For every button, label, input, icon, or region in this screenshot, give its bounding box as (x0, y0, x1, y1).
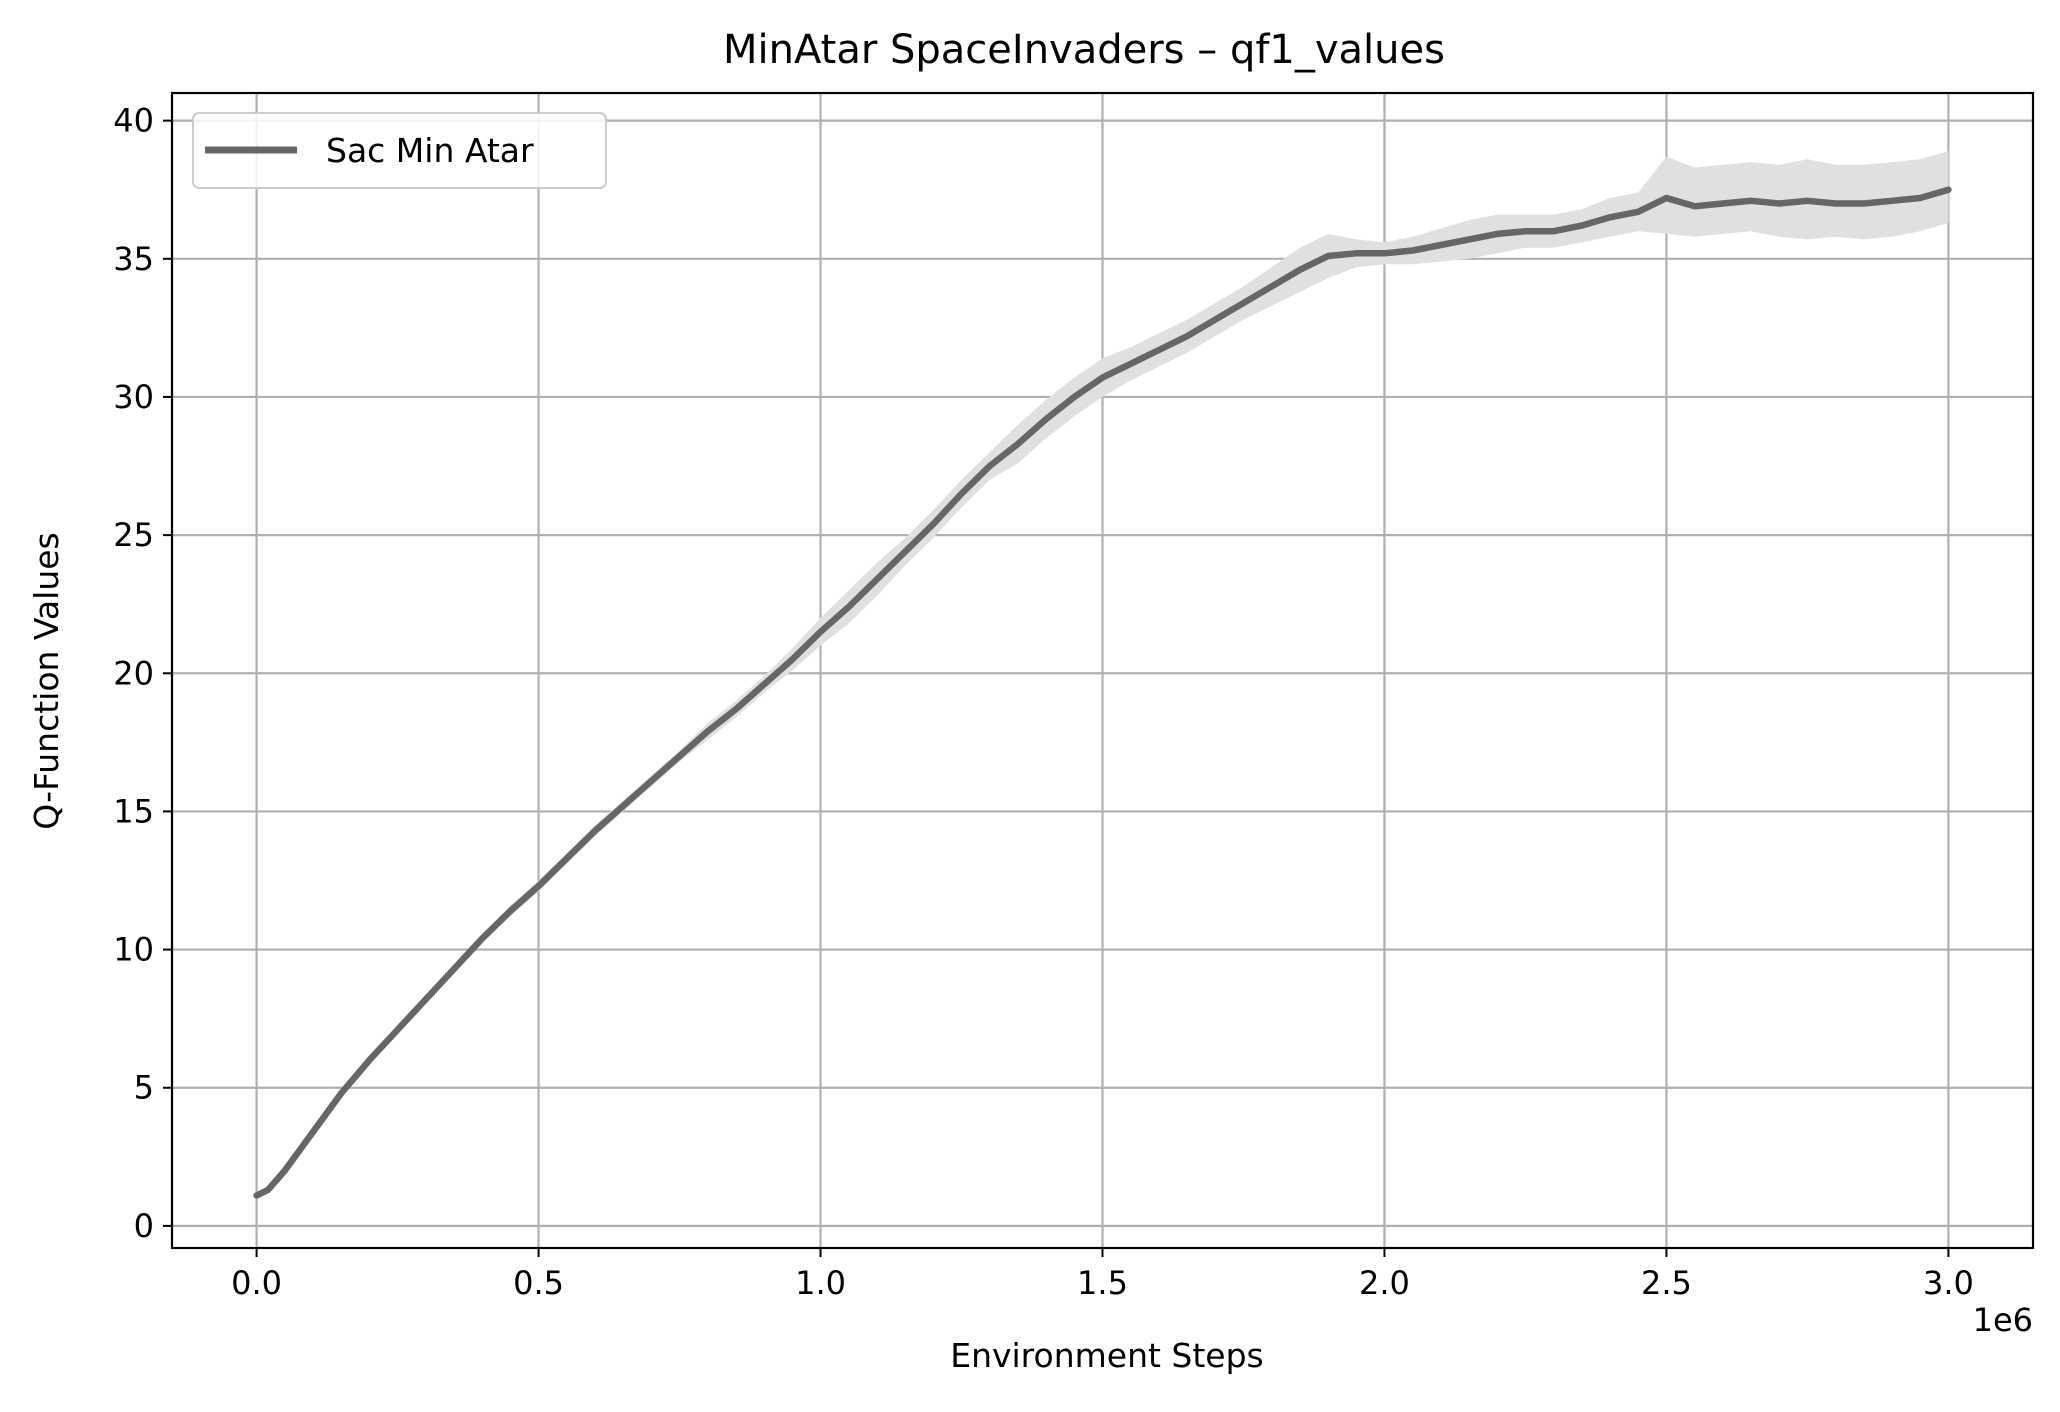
x-tick-label: 2.5 (1641, 1264, 1692, 1302)
x-axis-label: Environment Steps (950, 1336, 1264, 1375)
y-tick-label: 30 (113, 378, 154, 416)
y-axis-label: Q-Function Values (27, 532, 66, 829)
chart-title: MinAtar SpaceInvaders – qf1_values (723, 27, 1445, 73)
y-tick-label: 35 (113, 240, 154, 278)
series-confidence-band (256, 151, 1949, 1199)
y-tick-label: 0 (134, 1207, 154, 1245)
y-tick-label: 15 (113, 792, 154, 830)
y-tick-label: 20 (113, 654, 154, 692)
series-line (253, 186, 1952, 1199)
y-tick-label: 40 (113, 102, 154, 140)
x-tick-label: 0.0 (231, 1264, 282, 1302)
y-tick-label: 10 (113, 931, 154, 969)
legend-box (192, 112, 607, 189)
x-axis-offset-label: 1e6 (1973, 1301, 2033, 1339)
x-tick-label: 3.0 (1923, 1264, 1974, 1302)
y-tick-label: 5 (134, 1069, 154, 1107)
x-tick-label: 0.5 (513, 1264, 564, 1302)
series-line-layer (253, 186, 1952, 1199)
x-tick-label: 1.0 (795, 1264, 846, 1302)
legend-label: Sac Min Atar (326, 131, 534, 170)
x-tick-label: 2.0 (1359, 1264, 1410, 1302)
legend: Sac Min Atar (192, 112, 607, 189)
confidence-band-layer (256, 151, 1949, 1199)
axis-ticks: 0.0 0.5 1.0 1.5 2.0 2.5 3.0 0 5 10 15 20 25 30 35 40 (113, 102, 1974, 1302)
grid (172, 93, 2033, 1248)
y-tick-label: 25 (113, 516, 154, 554)
x-tick-label: 1.5 (1077, 1264, 1128, 1302)
